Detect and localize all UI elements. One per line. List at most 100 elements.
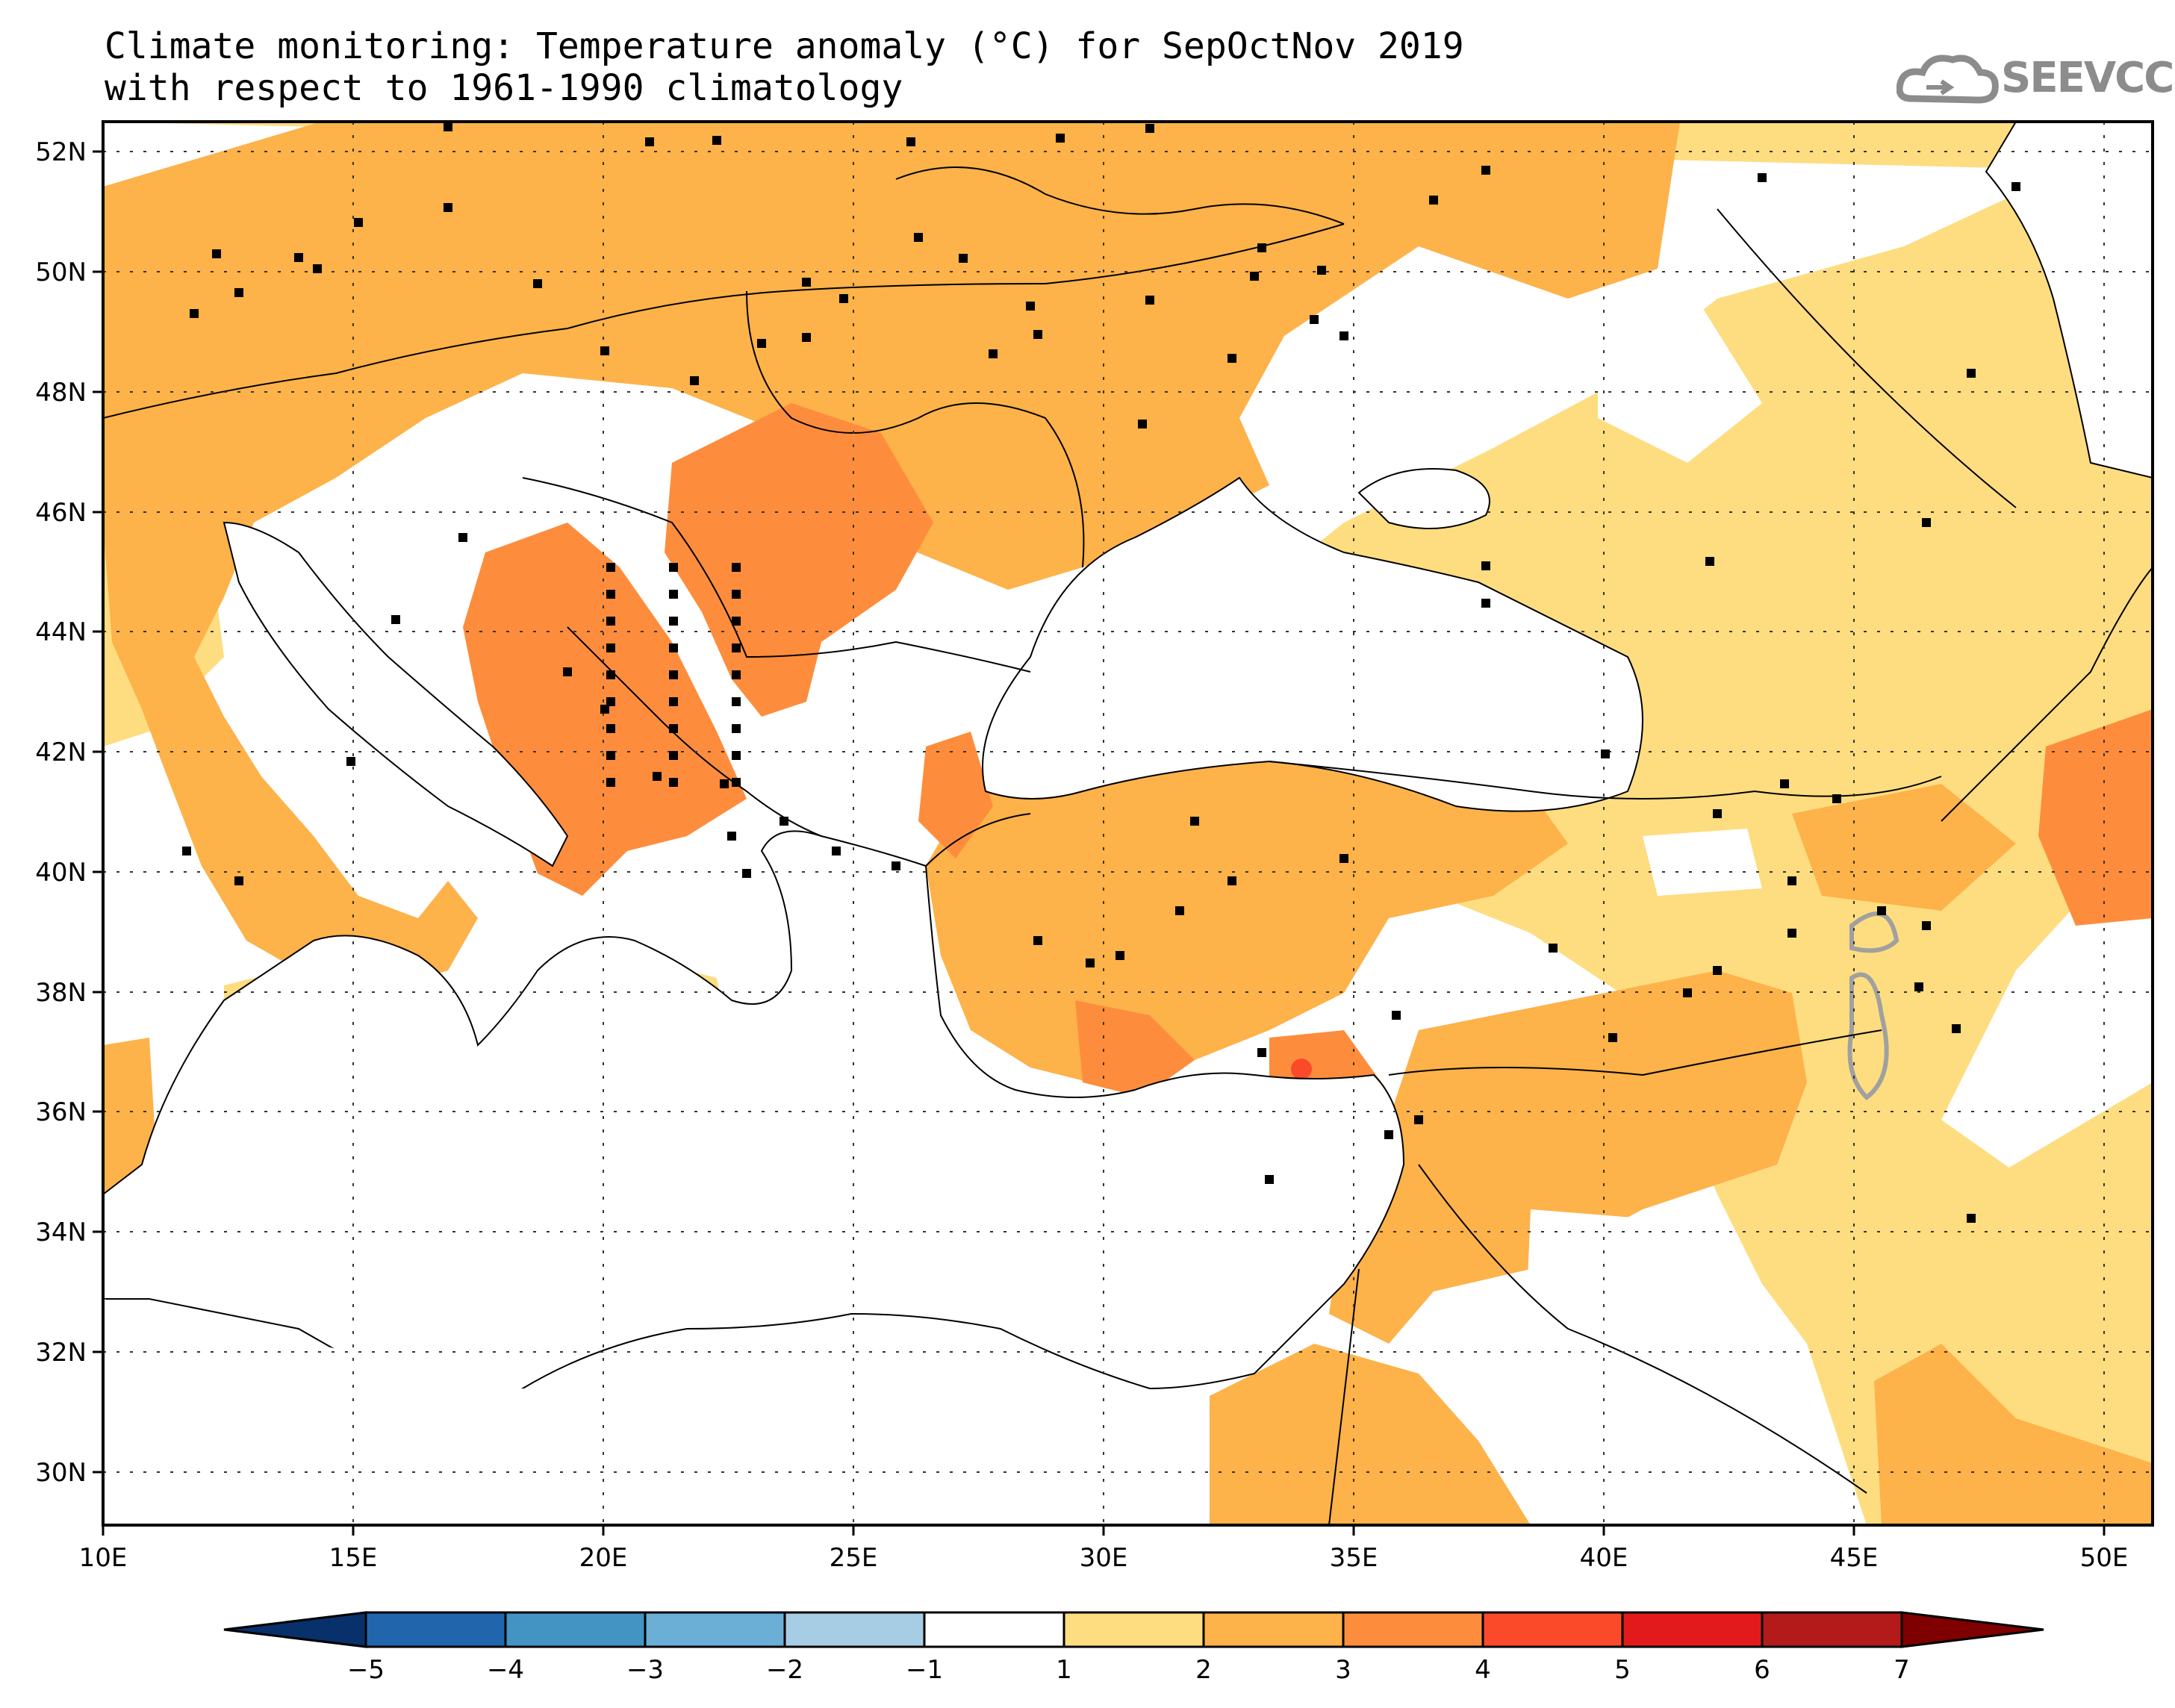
station-marker — [391, 615, 400, 624]
station-marker — [1145, 296, 1154, 305]
station-marker — [606, 751, 615, 760]
station-marker — [732, 724, 741, 733]
station-marker — [1608, 1033, 1617, 1042]
station-marker — [444, 203, 452, 212]
colorbar-swatch — [1761, 1611, 1903, 1648]
lat-label: 50N — [35, 258, 87, 287]
station-marker — [732, 670, 741, 679]
station-marker — [600, 705, 609, 714]
station-marker — [1086, 959, 1095, 967]
station-marker — [1481, 561, 1490, 570]
station-marker — [1787, 929, 1796, 938]
colorbar-swatch — [1062, 1611, 1205, 1648]
station-marker — [563, 667, 572, 676]
colorbar: −5 −4 −3 −2 −1 1 2 3 4 5 6 7 — [223, 1611, 2044, 1685]
station-marker — [1787, 876, 1796, 885]
station-marker — [1227, 354, 1236, 363]
colorbar-label: 1 — [1056, 1655, 1072, 1685]
station-marker — [732, 590, 741, 599]
station-marker — [606, 590, 615, 599]
station-marker — [1967, 1214, 1976, 1223]
station-marker — [1877, 906, 1886, 915]
station-marker — [1384, 1130, 1393, 1139]
colorbar-label: −4 — [487, 1655, 524, 1685]
station-marker — [1414, 1115, 1423, 1124]
station-marker — [732, 643, 741, 652]
lon-label: 15E — [329, 1543, 378, 1573]
station-marker — [727, 832, 736, 841]
station-marker — [1713, 809, 1722, 818]
station-marker — [1265, 1175, 1274, 1184]
colorbar-label: −5 — [347, 1655, 385, 1685]
station-marker — [832, 847, 841, 855]
station-marker — [606, 724, 615, 733]
station-marker — [533, 279, 542, 288]
station-marker — [645, 137, 654, 146]
station-marker — [757, 339, 766, 348]
colorbar-label: 4 — [1475, 1655, 1491, 1685]
station-marker — [1601, 749, 1610, 758]
station-marker — [1033, 330, 1042, 339]
lat-label: 52N — [35, 137, 87, 167]
station-marker — [1339, 854, 1348, 863]
station-marker — [732, 751, 741, 760]
station-marker — [669, 778, 678, 787]
station-marker — [294, 253, 303, 262]
station-marker — [742, 869, 751, 878]
lat-label: 40N — [35, 858, 87, 888]
lon-label: 35E — [1330, 1543, 1378, 1573]
station-marker — [1138, 420, 1147, 428]
station-marker — [1317, 266, 1326, 275]
station-marker — [354, 218, 363, 227]
station-marker — [600, 346, 609, 355]
lon-label: 50E — [2080, 1543, 2129, 1573]
lat-label: 32N — [35, 1338, 87, 1368]
station-marker — [802, 278, 811, 287]
station-marker — [346, 757, 355, 766]
lon-label: 30E — [1080, 1543, 1128, 1573]
station-marker — [669, 643, 678, 652]
station-marker — [1026, 302, 1035, 311]
station-marker — [712, 136, 721, 145]
station-marker — [839, 294, 848, 303]
station-marker — [234, 876, 243, 885]
station-marker — [1033, 936, 1042, 945]
station-marker — [1549, 944, 1558, 953]
station-marker — [653, 772, 662, 781]
station-marker — [1145, 124, 1154, 133]
station-marker — [1758, 173, 1767, 182]
colorbar-swatch — [644, 1611, 786, 1648]
station-marker — [959, 254, 968, 263]
station-marker — [1310, 315, 1319, 324]
colorbar-label: 6 — [1754, 1655, 1770, 1685]
colorbar-swatch — [1621, 1611, 1764, 1648]
station-marker — [313, 264, 322, 273]
map-title: Climate monitoring: Temperature anomaly … — [105, 25, 1464, 67]
colorbar-swatch — [923, 1611, 1065, 1648]
lat-label: 42N — [35, 738, 87, 767]
lat-label: 44N — [35, 617, 87, 647]
station-marker — [1190, 817, 1199, 826]
station-marker — [182, 847, 191, 855]
station-marker — [732, 617, 741, 626]
station-marker — [690, 376, 699, 385]
station-marker — [1115, 951, 1124, 960]
colorbar-swatch — [1342, 1611, 1484, 1648]
station-marker — [669, 751, 678, 760]
station-marker — [892, 861, 900, 870]
cloud-icon — [1896, 54, 1999, 104]
station-marker — [720, 779, 729, 788]
lon-label: 40E — [1580, 1543, 1628, 1573]
station-marker — [1914, 982, 1923, 991]
station-marker — [444, 122, 452, 131]
station-marker — [1713, 966, 1722, 975]
logo-text: SEEVCCC — [2001, 54, 2175, 102]
station-marker — [1705, 557, 1714, 566]
station-marker — [914, 233, 923, 242]
colorbar-label: 5 — [1614, 1655, 1631, 1685]
station-marker — [669, 590, 678, 599]
station-marker — [606, 670, 615, 679]
station-marker — [1922, 518, 1931, 527]
station-marker — [606, 643, 615, 652]
